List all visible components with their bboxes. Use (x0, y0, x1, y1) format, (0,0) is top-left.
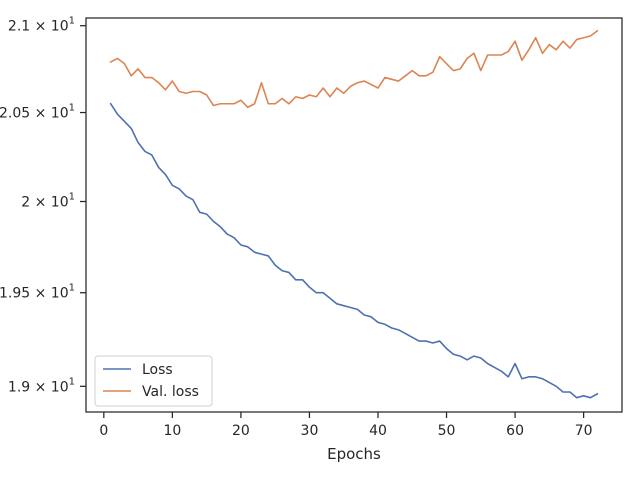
y-tick-mantissa: 2.1 × 10 (8, 19, 69, 35)
x-tick-label: 20 (232, 423, 250, 439)
series-1 (109, 29, 599, 109)
y-tick-label: 2.05 × 101 (0, 103, 75, 122)
series-layer (109, 29, 599, 399)
y-tick-mantissa: 1.95 × 10 (0, 286, 69, 302)
x-tick-label: 40 (369, 423, 387, 439)
series-line (109, 102, 599, 399)
y-tick-label: 1.9 × 101 (8, 376, 75, 395)
series-0 (109, 102, 599, 399)
x-axis: 0 10 20 30 40 50 60 70 (99, 412, 593, 439)
y-tick-exponent: 1 (69, 376, 75, 387)
y-tick-mantissa: 2.05 × 10 (0, 106, 69, 122)
y-tick-exponent: 1 (69, 103, 75, 114)
x-tick-label: 30 (301, 423, 319, 439)
x-axis-label: Epochs (327, 445, 381, 463)
y-tick-label: 2.1 × 101 (8, 16, 75, 35)
x-tick-label: 70 (575, 423, 593, 439)
legend-item: Val. loss (103, 384, 199, 400)
y-tick-exponent: 1 (69, 283, 75, 294)
x-tick-label: 50 (438, 423, 456, 439)
legend-item: Loss (103, 362, 173, 378)
y-tick-label: 2 × 101 (21, 192, 75, 211)
plot-frame (85, 17, 623, 413)
x-tick-label: 0 (99, 423, 108, 439)
y-tick-label: 1.95 × 101 (0, 283, 75, 302)
legend-label: Loss (142, 362, 173, 378)
x-tick-label: 10 (163, 423, 181, 439)
series-line (109, 29, 599, 109)
y-tick-mantissa: 1.9 × 10 (8, 379, 69, 395)
y-tick-exponent: 1 (69, 16, 75, 27)
y-tick-mantissa: 2 × 10 (21, 195, 68, 211)
legend-label: Val. loss (142, 384, 199, 400)
y-tick-exponent: 1 (69, 192, 75, 203)
legend: Loss Val. loss (94, 355, 213, 407)
x-tick-label: 60 (506, 423, 524, 439)
